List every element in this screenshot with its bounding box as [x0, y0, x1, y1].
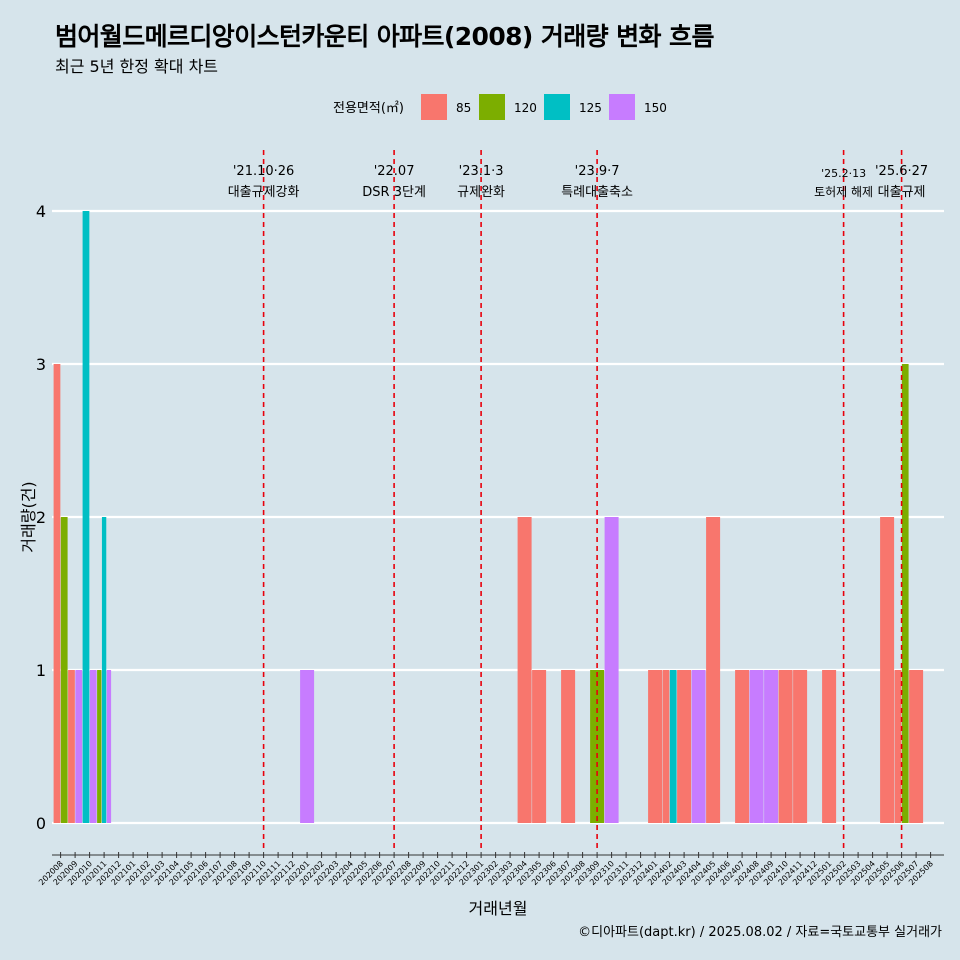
bar-202507-85: [909, 670, 924, 823]
legend-key-125: [544, 94, 570, 120]
bars: [53, 211, 924, 823]
bar-202402-85: [662, 670, 670, 823]
bar-202409-150: [764, 670, 779, 823]
bar-202501-85: [822, 670, 837, 823]
event-date: '23.1·3: [459, 164, 504, 179]
event-date: '25.6·27: [875, 164, 928, 179]
legend-label-150: 150: [644, 101, 667, 115]
bar-202305-85: [532, 670, 547, 823]
bar-202310-150: [604, 517, 619, 823]
axes: 0123420200820200920201020201120201220210…: [36, 202, 944, 887]
bar-202009-150: [75, 670, 83, 823]
bar-202009-85: [68, 670, 75, 823]
legend-label-120: 120: [514, 101, 537, 115]
bar-202411-85: [793, 670, 808, 823]
legend-key-85: [421, 94, 447, 120]
event-label: 대출규제강화: [228, 185, 300, 200]
y-tick-label: 3: [36, 355, 46, 374]
legend-key-120: [479, 94, 505, 120]
event-label: 대출규제: [878, 185, 926, 200]
bar-202304-85: [517, 517, 532, 823]
bar-202404-150: [691, 670, 706, 823]
legend-key-150: [609, 94, 635, 120]
bar-202405-85: [706, 517, 721, 823]
chart-title: 범어월드메르디앙이스턴카운티 아파트(2008) 거래량 변화 흐름: [55, 22, 714, 51]
bar-202407-85: [735, 670, 750, 823]
y-tick-label: 0: [36, 814, 46, 833]
legend-title: 전용면적(㎡): [333, 101, 404, 116]
event-label: 규제완화: [457, 185, 505, 200]
bar-202011-120: [97, 670, 102, 823]
event-date: '25.2·13: [821, 167, 866, 180]
x-axis-title: 거래년월: [469, 899, 528, 918]
legend: 전용면적(㎡) 85 120 125 150: [333, 94, 667, 120]
bar-202402-125: [669, 670, 677, 823]
event-date: '22.07: [374, 164, 415, 179]
source-caption: ©디아파트(dapt.kr) / 2025.08.02 / 자료=국토교통부 실…: [578, 925, 942, 940]
bar-202010-125: [82, 211, 90, 823]
bar-202011-125: [101, 517, 107, 823]
y-axis-title: 거래량(건): [19, 481, 38, 552]
bar-202506-85: [894, 670, 902, 823]
event-label: 토허제 해제: [814, 185, 873, 199]
event-label: DSR 3단계: [362, 185, 426, 200]
legend-label-85: 85: [456, 101, 471, 115]
bar-202201-150: [300, 670, 315, 823]
event-date: '23.9·7: [575, 164, 620, 179]
legend-label-125: 125: [579, 101, 602, 115]
chart-subtitle: 최근 5년 한정 확대 차트: [55, 57, 219, 76]
bar-202505-85: [880, 517, 895, 823]
events: '21.10·26 대출규제강화 '22.07 DSR 3단계 '23.1·3 규제완화 '…: [228, 150, 928, 850]
bar-202401-85: [648, 670, 663, 823]
bar-202307-85: [561, 670, 576, 823]
bar-202408-150: [749, 670, 764, 823]
grid: [52, 209, 944, 825]
bar-202008-120: [60, 517, 68, 823]
event-date: '21.10·26: [233, 164, 294, 179]
bar-202008-85: [53, 364, 61, 823]
bar-202506-120: [901, 364, 909, 823]
bar-202403-85: [677, 670, 692, 823]
y-tick-label: 4: [36, 202, 46, 221]
y-tick-label: 2: [36, 508, 46, 527]
bar-202010-150: [89, 670, 97, 823]
bar-202011-150: [106, 670, 112, 823]
bar-202410-85: [778, 670, 793, 823]
y-tick-label: 1: [36, 661, 46, 680]
event-label: 특례대출축소: [561, 185, 633, 200]
